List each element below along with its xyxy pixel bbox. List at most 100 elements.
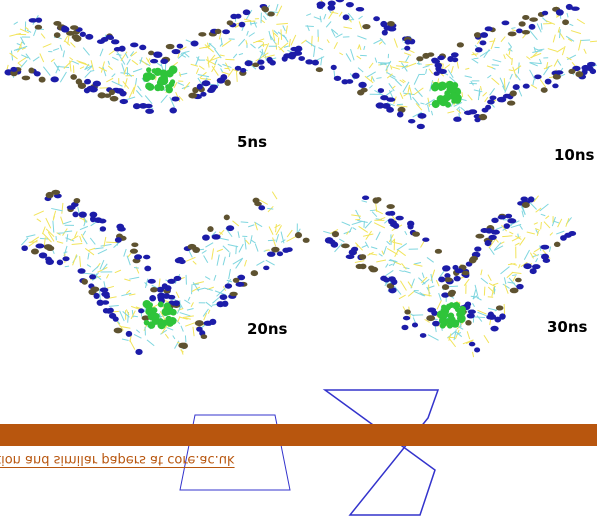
lipid-tail	[131, 311, 135, 319]
lipid-tail	[145, 96, 152, 104]
core-molecule	[448, 312, 455, 319]
head-group	[497, 97, 505, 102]
lipid-tail	[186, 257, 195, 261]
head-group	[197, 84, 203, 90]
lipid-tail	[101, 244, 112, 246]
lipid-tail	[522, 211, 524, 217]
lipid-tail	[236, 246, 237, 254]
head-group	[485, 240, 492, 246]
head-group	[455, 268, 463, 273]
head-group	[362, 196, 369, 201]
lipid-tail	[250, 235, 252, 243]
lipid-tail	[266, 260, 275, 265]
lipid-tail	[531, 85, 537, 89]
lipid-tail	[358, 45, 360, 49]
lipid-tail	[217, 255, 219, 266]
head-group	[217, 301, 225, 307]
lipid-tail	[400, 281, 406, 291]
head-group	[78, 83, 86, 89]
head-group	[74, 198, 81, 203]
head-group	[438, 276, 445, 282]
head-group	[437, 55, 445, 60]
lipid-tail	[472, 59, 479, 63]
lipid-tail	[122, 339, 129, 341]
head-group	[404, 46, 410, 51]
head-group	[149, 295, 156, 301]
lipid-tail	[232, 221, 238, 226]
head-group	[555, 70, 563, 74]
head-group	[85, 34, 93, 40]
lipid-tail	[40, 53, 44, 62]
head-group	[417, 113, 426, 119]
head-group	[144, 104, 152, 108]
core-molecule	[147, 309, 152, 314]
lipid-tail	[375, 58, 377, 63]
head-group	[277, 251, 283, 256]
lipid-tail	[541, 222, 542, 229]
lipid-tail	[10, 53, 18, 59]
lipid-tail	[106, 274, 108, 278]
lipid-tail	[314, 46, 315, 57]
head-group	[343, 14, 350, 20]
head-group	[562, 19, 569, 25]
snapshots	[4, 0, 597, 357]
core-molecule	[164, 302, 171, 309]
head-group	[516, 284, 523, 290]
lipid-tail	[414, 263, 421, 264]
lipid-tail	[492, 78, 500, 85]
core-molecule	[143, 74, 151, 82]
lipid-tail	[371, 76, 372, 82]
lipid-tail	[245, 238, 246, 250]
head-group	[491, 218, 498, 223]
head-group	[352, 73, 360, 79]
head-group	[541, 87, 548, 93]
lipid-tail	[219, 238, 228, 240]
lipid-tail	[515, 243, 520, 245]
lipid-tail	[109, 50, 115, 55]
lipid-tail	[126, 290, 130, 293]
lipid-tail	[106, 242, 118, 243]
lipid-tail	[557, 48, 564, 53]
head-group	[496, 305, 504, 310]
head-group	[474, 347, 480, 352]
head-group	[448, 291, 455, 297]
head-group	[258, 205, 265, 210]
lipid-tail	[287, 50, 291, 52]
head-group	[109, 90, 115, 96]
head-group	[70, 74, 77, 80]
core-molecule	[437, 95, 445, 103]
lipid-tail	[205, 277, 210, 280]
lipid-tail	[514, 66, 522, 72]
lipid-tail	[351, 215, 361, 216]
lipid-tail	[278, 32, 286, 38]
head-group	[200, 92, 206, 97]
lipid-tail	[225, 59, 234, 60]
head-group	[356, 264, 364, 269]
lipid-tail	[200, 249, 204, 250]
lipid-tail	[249, 33, 255, 37]
lipid-tail	[46, 218, 51, 228]
head-group	[485, 26, 493, 31]
head-group	[22, 76, 31, 81]
lipid-tail	[65, 266, 69, 267]
banner-text[interactable]: tion and similar papers at core.ac.uk	[0, 452, 235, 467]
lipid-tail	[556, 231, 564, 234]
head-group	[317, 4, 324, 9]
lipid-tail	[83, 48, 89, 56]
lipid-tail	[508, 43, 511, 48]
lipid-tail	[349, 227, 352, 232]
lipid-tail	[204, 256, 208, 263]
head-group	[135, 349, 142, 355]
lipid-tail	[40, 238, 48, 239]
lipid-tail	[437, 300, 441, 309]
lipid-tail	[261, 20, 264, 23]
head-group	[72, 211, 78, 217]
head-group	[529, 24, 536, 30]
head-group	[404, 309, 410, 314]
head-group	[103, 308, 109, 313]
head-group	[126, 331, 132, 337]
head-group	[295, 232, 302, 238]
lipid-tail	[560, 29, 561, 38]
head-group	[432, 59, 440, 64]
head-group	[100, 226, 106, 231]
